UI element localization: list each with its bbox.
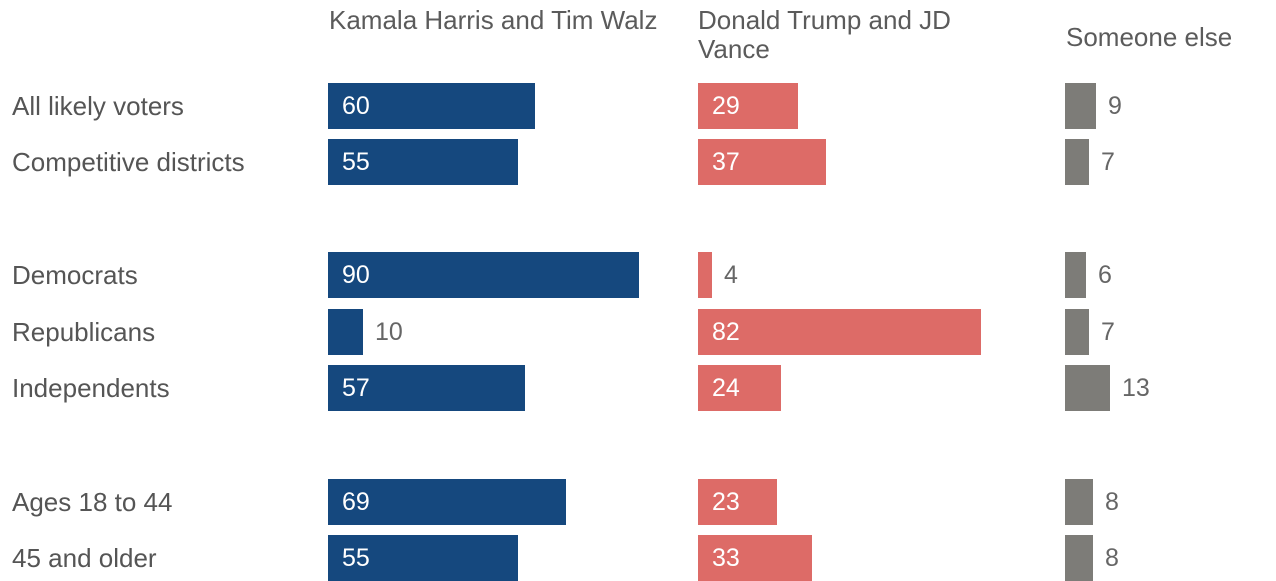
row-label-6: Ages 18 to 44	[12, 487, 173, 517]
value-label-s3-r1: 9	[1108, 92, 1122, 120]
value-label-s2-r1: 29	[712, 92, 740, 120]
bar-s2-r5	[698, 365, 781, 411]
value-label-s3-r7: 8	[1105, 544, 1119, 572]
bar-s1-r1	[328, 83, 535, 129]
value-label-s3-r6: 8	[1105, 488, 1119, 516]
series-header-2: Donald Trump and JD Vance	[698, 5, 951, 64]
value-label-s2-r6: 23	[712, 488, 740, 516]
row-label-2: Competitive districts	[12, 147, 245, 177]
bar-s3-r5	[1065, 365, 1110, 411]
bar-s1-r5	[328, 365, 525, 411]
series-header-1: Kamala Harris and Tim Walz	[329, 5, 658, 35]
value-label-s1-r3: 90	[342, 261, 370, 289]
bar-s2-r1	[698, 83, 798, 129]
value-label-s1-r4: 10	[375, 318, 403, 346]
bar-s1-r6	[328, 479, 566, 525]
value-label-s2-r2: 37	[712, 148, 740, 176]
bar-s1-r7	[328, 535, 518, 581]
value-label-s1-r6: 69	[342, 488, 370, 516]
bar-s3-r4	[1065, 309, 1089, 355]
bar-s3-r1	[1065, 83, 1096, 129]
value-label-s1-r2: 55	[342, 148, 370, 176]
value-label-s1-r7: 55	[342, 544, 370, 572]
bar-s2-r7	[698, 535, 812, 581]
bar-s3-r6	[1065, 479, 1093, 525]
value-label-s2-r5: 24	[712, 374, 740, 402]
value-label-s3-r3: 6	[1098, 261, 1112, 289]
value-label-s1-r1: 60	[342, 92, 370, 120]
row-label-3: Democrats	[12, 260, 138, 290]
series-header-3: Someone else	[1066, 22, 1233, 52]
bar-s2-r6	[698, 479, 777, 525]
bar-s2-r2	[698, 139, 826, 185]
bar-s1-r2	[328, 139, 518, 185]
bar-s2-r3	[698, 252, 712, 298]
row-label-5: Independents	[12, 373, 170, 403]
bar-s3-r7	[1065, 535, 1093, 581]
bar-s1-r4	[328, 309, 363, 355]
value-label-s2-r3: 4	[724, 261, 738, 289]
value-label-s2-r7: 33	[712, 544, 740, 572]
row-label-1: All likely voters	[12, 91, 184, 121]
value-label-s1-r5: 57	[342, 374, 370, 402]
value-label-s3-r2: 7	[1101, 148, 1115, 176]
value-label-s3-r5: 13	[1122, 374, 1150, 402]
bar-s2-r4	[698, 309, 981, 355]
bar-s1-r3	[328, 252, 639, 298]
value-label-s3-r4: 7	[1101, 318, 1115, 346]
row-label-7: 45 and older	[12, 543, 157, 573]
row-label-4: Republicans	[12, 317, 156, 347]
bar-s3-r2	[1065, 139, 1089, 185]
value-label-s2-r4: 82	[712, 318, 740, 346]
bar-s3-r3	[1065, 252, 1086, 298]
